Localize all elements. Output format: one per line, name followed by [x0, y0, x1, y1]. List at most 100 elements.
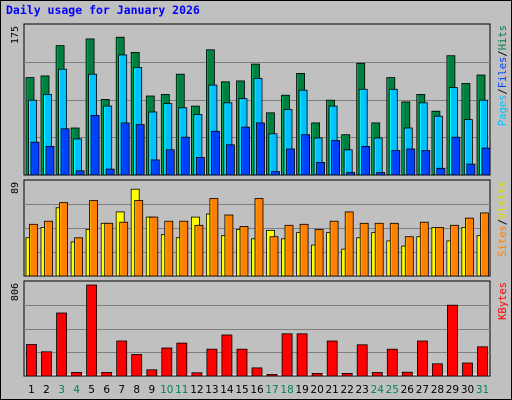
panel-visits-sites: 89 Sites/Visits	[10, 179, 509, 277]
bar-kbytes-day-21	[326, 340, 338, 377]
bar-pages-day-7	[120, 122, 130, 176]
x-tick-label-day-24: 24	[371, 384, 385, 396]
bar-pages-day-30	[466, 163, 476, 176]
x-tick-label-day-11: 11	[175, 384, 188, 396]
x-tick-label-day-7: 7	[118, 384, 125, 396]
legend-item-visits: Visits	[497, 181, 509, 219]
bar-sites-day-29	[449, 224, 459, 277]
x-tick-label-day-27: 27	[416, 384, 429, 396]
legend-hits-files-pages: Pages/Files/Hits	[497, 25, 509, 126]
bar-pages-day-25	[391, 150, 401, 176]
bar-pages-day-20	[316, 161, 326, 176]
bar-kbytes-day-6	[101, 371, 113, 377]
x-tick-label-day-10: 10	[160, 384, 173, 396]
bar-kbytes-day-12	[191, 372, 203, 377]
bar-kbytes-day-13	[206, 348, 218, 377]
panel-hits-files-pages: 175 Pages/Files/Hits	[10, 23, 509, 176]
bar-sites-day-2	[44, 220, 53, 277]
x-tick-label-day-19: 19	[295, 384, 308, 396]
bar-kbytes-day-20	[311, 372, 323, 377]
bar-pages-day-22	[346, 172, 356, 176]
bar-pages-day-3	[60, 128, 70, 176]
legend-item-hits: Hits	[497, 25, 509, 50]
bar-sites-day-10	[164, 220, 174, 277]
bar-pages-day-6	[105, 168, 115, 176]
bar-kbytes-day-30	[462, 362, 473, 377]
bar-pages-day-26	[406, 148, 416, 176]
bar-kbytes-day-3	[56, 312, 67, 377]
bar-kbytes-day-1	[26, 344, 37, 377]
bar-pages-day-13	[210, 130, 220, 176]
bar-sites-day-7	[119, 221, 129, 277]
x-tick-label-day-20: 20	[310, 384, 323, 396]
x-tick-label-day-13: 13	[205, 384, 218, 396]
bar-sites-day-23	[359, 222, 369, 277]
bar-sites-day-25	[389, 222, 399, 277]
chart-title: Daily usage for January 2026	[6, 3, 200, 17]
bar-sites-day-27	[419, 221, 429, 277]
x-tick-label-day-26: 26	[401, 384, 415, 396]
bar-sites-day-4	[74, 237, 83, 277]
bar-sites-day-17	[269, 236, 279, 277]
bar-sites-day-19	[299, 223, 309, 277]
bar-sites-day-13	[209, 198, 219, 277]
bar-sites-day-14	[224, 214, 234, 277]
x-tick-label-day-30: 30	[461, 384, 474, 396]
plot-area	[23, 280, 491, 377]
bar-pages-day-23	[361, 145, 371, 176]
bar-pages-day-11	[180, 136, 190, 176]
y-max-label: 175	[10, 26, 21, 44]
bar-sites-day-21	[329, 220, 339, 277]
bar-pages-day-10	[165, 149, 175, 176]
x-tick-label-day-9: 9	[148, 384, 155, 396]
bar-pages-day-31	[481, 147, 491, 176]
bar-sites-day-30	[464, 217, 474, 277]
bar-kbytes-day-23	[356, 344, 368, 377]
bar-kbytes-day-14	[221, 334, 233, 377]
legend-item-slash: /	[497, 88, 509, 94]
legend-item-slash: /	[497, 50, 509, 56]
panel-kbytes: 806 KBytes	[10, 280, 509, 377]
bar-kbytes-day-29	[446, 304, 458, 377]
bar-sites-day-1	[29, 223, 38, 277]
bar-kbytes-day-2	[41, 351, 52, 377]
bar-pages-day-29	[451, 136, 461, 176]
bar-sites-day-6	[104, 222, 114, 277]
x-tick-label-day-18: 18	[280, 384, 293, 396]
x-tick-label-day-5: 5	[88, 384, 95, 396]
x-tick-label-day-14: 14	[220, 384, 234, 396]
bar-kbytes-day-15	[236, 348, 248, 377]
bar-pages-day-19	[301, 134, 311, 176]
x-tick-label-day-1: 1	[28, 384, 35, 396]
y-max-label: 89	[10, 182, 21, 194]
bar-pages-day-24	[376, 172, 386, 176]
bar-pages-day-14	[225, 144, 235, 176]
bar-pages-day-21	[331, 140, 341, 176]
bar-sites-day-26	[404, 236, 414, 277]
bar-pages-day-5	[90, 115, 100, 176]
x-tick-label-day-15: 15	[235, 384, 248, 396]
legend-item-files: Files	[497, 57, 509, 89]
bar-kbytes-day-5	[86, 284, 97, 377]
bar-pages-day-12	[195, 156, 205, 176]
bar-pages-day-4	[75, 170, 85, 176]
bar-kbytes-day-16	[251, 367, 263, 377]
bar-pages-day-17	[271, 171, 280, 176]
bar-kbytes-day-27	[416, 340, 428, 377]
bar-pages-day-18	[286, 148, 295, 176]
bar-pages-day-9	[150, 159, 160, 176]
bar-sites-day-18	[284, 224, 294, 277]
bar-sites-day-15	[239, 225, 249, 277]
bar-kbytes-day-9	[146, 369, 158, 377]
x-tick-label-day-4: 4	[73, 384, 80, 396]
x-tick-label-day-29: 29	[446, 384, 459, 396]
bar-kbytes-day-10	[161, 347, 173, 377]
x-tick-label-day-22: 22	[341, 384, 354, 396]
x-tick-label-day-12: 12	[190, 384, 203, 396]
bar-pages-day-8	[135, 124, 145, 176]
legend-kbytes: KBytes	[497, 282, 509, 320]
bar-sites-day-20	[314, 229, 324, 277]
bar-kbytes-day-18	[281, 333, 293, 377]
